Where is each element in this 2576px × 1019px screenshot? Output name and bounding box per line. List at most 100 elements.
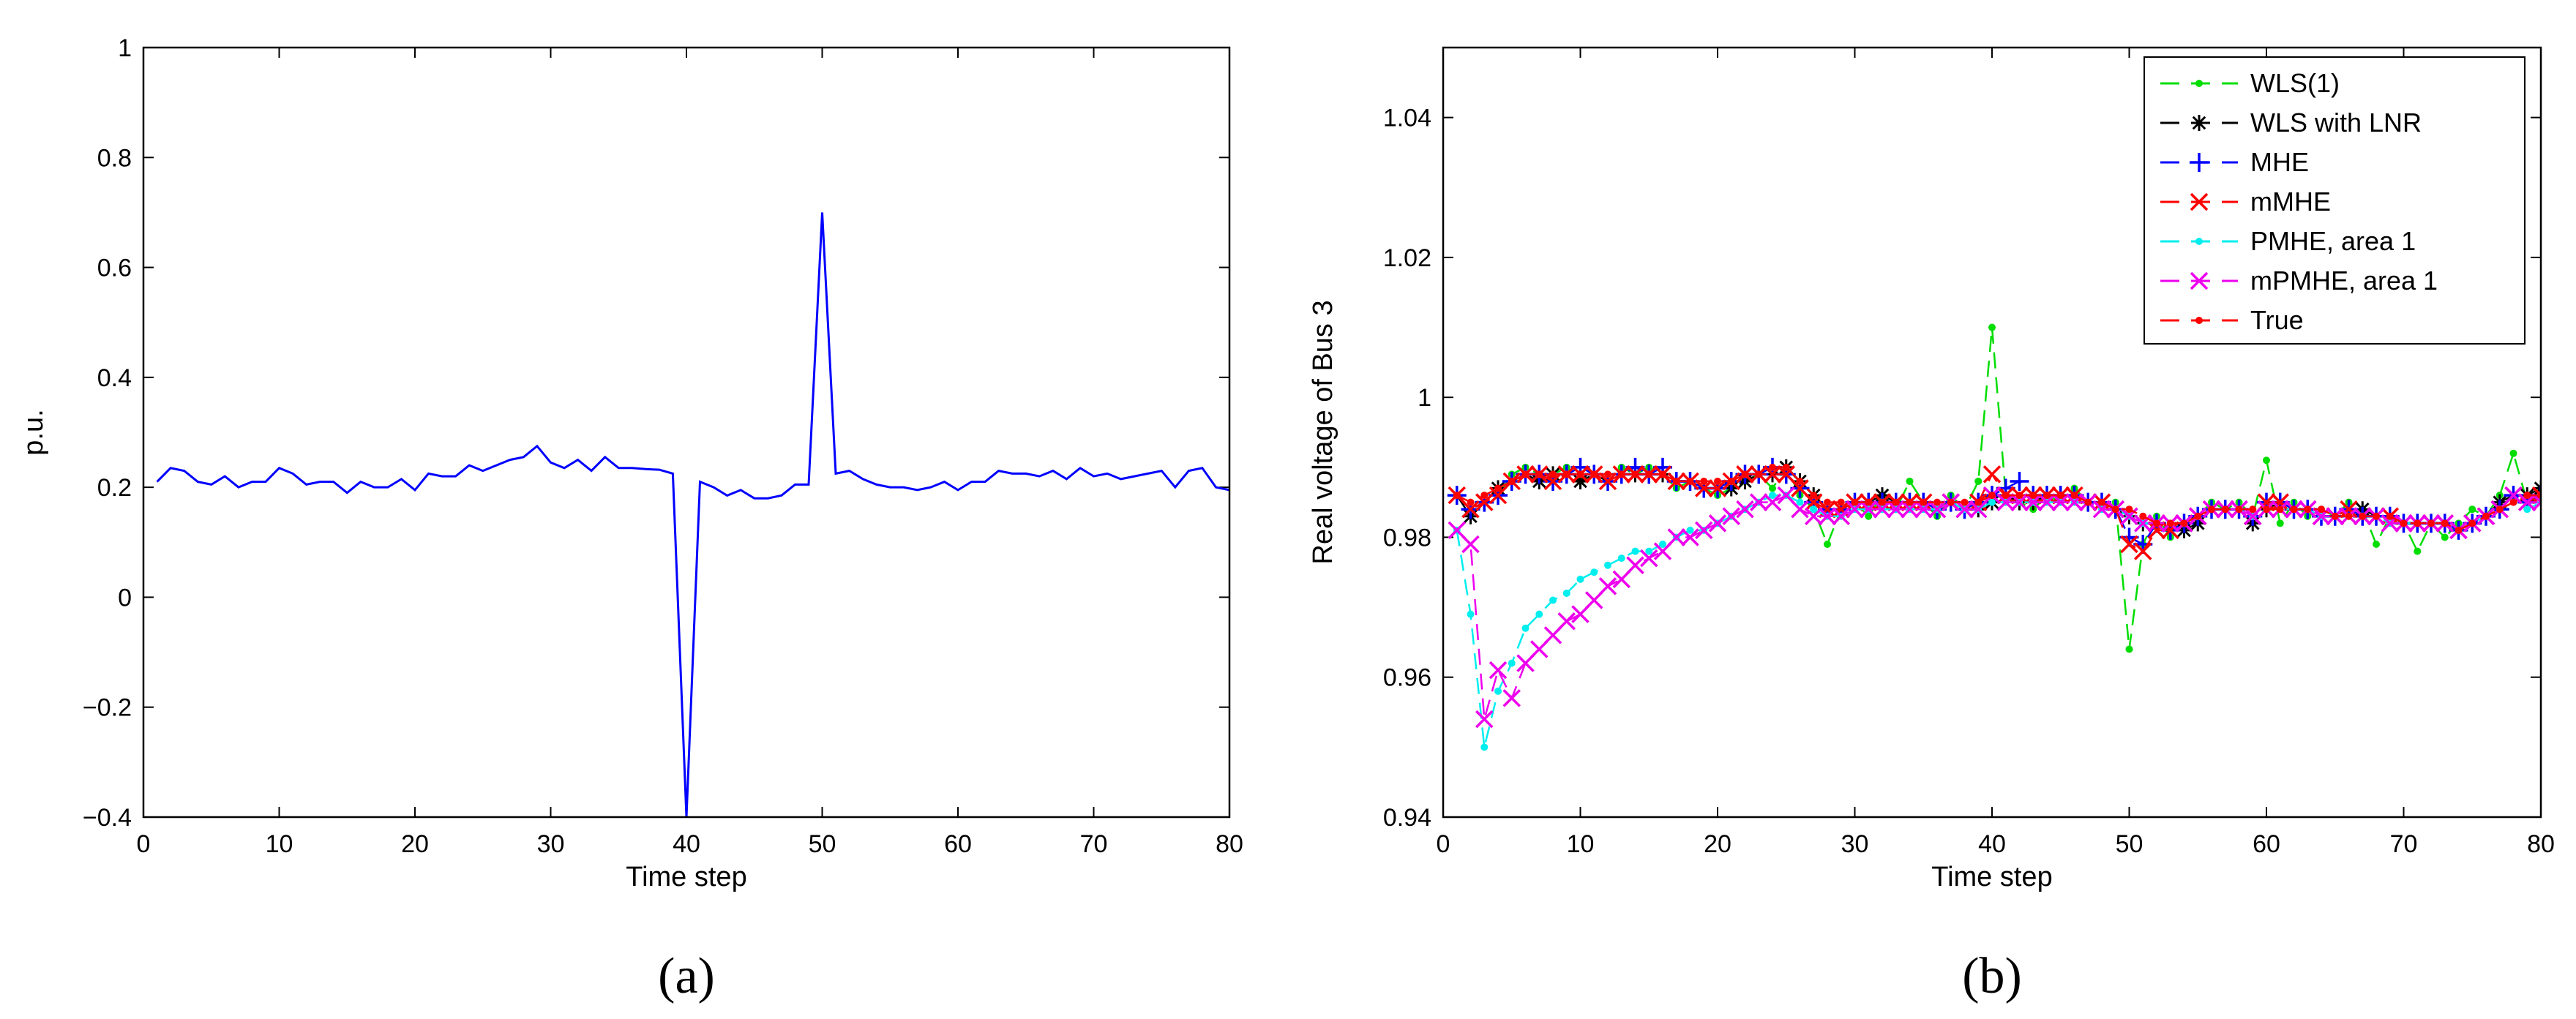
data-point [2290,505,2298,514]
series-pmhe-area-1 [1453,492,2541,751]
x-tick-label: 40 [1978,830,2006,858]
legend-label: PMHE, area 1 [2250,226,2416,256]
y-tick-label: 0 [118,584,132,612]
legend-marker [2190,153,2209,172]
data-point [1576,470,1584,478]
data-point [1824,541,1831,549]
legend-label: mMHE [2250,187,2331,217]
data-point [1741,470,1749,478]
legend-marker [2191,115,2207,131]
data-point [1645,470,1653,478]
data-point [1604,470,1611,478]
x-tick-label: 10 [1567,830,1595,858]
x-tick-label: 70 [2390,830,2418,858]
data-point [2153,519,2160,527]
data-point [1576,575,1584,583]
data-point [1988,498,1996,506]
y-tick-label: 0.8 [97,144,132,172]
data-point [2134,542,2152,560]
data-point [1928,500,1947,519]
data-point [1769,492,1776,500]
data-point [2010,471,2029,491]
data-point [2276,519,2284,527]
data-point [1562,589,1570,597]
legend-marker [2195,317,2203,324]
legend-item: MHE [2160,147,2309,177]
data-point [1860,500,1878,519]
legend-item: mPMHE, area 1 [2160,266,2438,296]
legend-label: True [2250,305,2304,335]
data-point [2482,512,2490,520]
data-point [2125,505,2133,514]
data-point [1851,498,1859,506]
data-point [2139,512,2147,520]
data-point [1521,470,1530,478]
data-point [1535,610,1543,618]
data-point [1974,498,1982,506]
legend-marker [2190,271,2209,290]
legend-label: WLS with LNR [2250,108,2422,138]
y-tick-label: 0.2 [97,474,132,502]
data-point [2120,535,2138,554]
data-point [2331,512,2339,520]
data-point [1448,521,1466,540]
data-point [1475,493,1494,511]
data-point [1832,507,1850,526]
x-tick-label: 30 [537,830,565,858]
x-tick-label: 60 [2253,830,2280,858]
data-point [2318,505,2325,514]
chart-b: 0 10 20 30 40 50 60 70 80 0.94 0.96 0.98 1 1.02 1.04 Ti… [1308,46,2555,1004]
data-point [1755,470,1763,478]
x-tick-label: 80 [1216,830,1243,858]
data-point [1865,498,1873,506]
y-tick-label: −0.2 [83,694,132,722]
data-point [1598,577,1617,595]
data-point [2056,492,2064,500]
data-point [1489,486,1508,505]
y-tick-label: 0.98 [1383,524,1431,552]
data-point [2263,505,2270,514]
data-point [1549,470,1557,478]
data-point [1695,521,1713,540]
data-point [2120,507,2138,526]
data-point [1892,498,1900,506]
data-point [2441,533,2449,541]
data-point [1667,528,1685,546]
data-point [1612,570,1630,589]
data-point [1879,498,1886,506]
data-point [1543,472,1562,491]
plot-frame [142,46,1231,819]
data-point [1832,500,1850,519]
data-point [1617,554,1625,563]
data-point [1585,591,1603,609]
data-point [2509,498,2517,506]
data-point [1480,743,1489,751]
data-point [1521,624,1530,632]
data-point [2111,505,2119,514]
data-point [2468,505,2476,514]
data-point [2051,493,2070,511]
data-point [1722,507,1740,526]
data-point [2312,507,2331,526]
data-point [1453,492,1461,500]
data-point [2400,519,2408,527]
data-point [2084,498,2092,506]
data-point [1659,541,1666,549]
x-tick-label: 70 [1080,830,1108,858]
data-point [1805,507,1823,526]
data-point [2304,505,2312,514]
data-point [2468,519,2476,527]
data-point [1681,528,1699,546]
data-point [1769,463,1776,471]
data-point [2249,505,2257,514]
data-point [1791,500,1809,519]
data-point [2359,512,2367,520]
data-point [1494,484,1502,492]
x-tick-label: 80 [2527,830,2555,858]
data-point [2509,449,2517,457]
data-point [1590,568,1598,576]
data-point [1475,710,1494,729]
data-point [1796,477,1804,485]
data-point [1543,626,1562,644]
